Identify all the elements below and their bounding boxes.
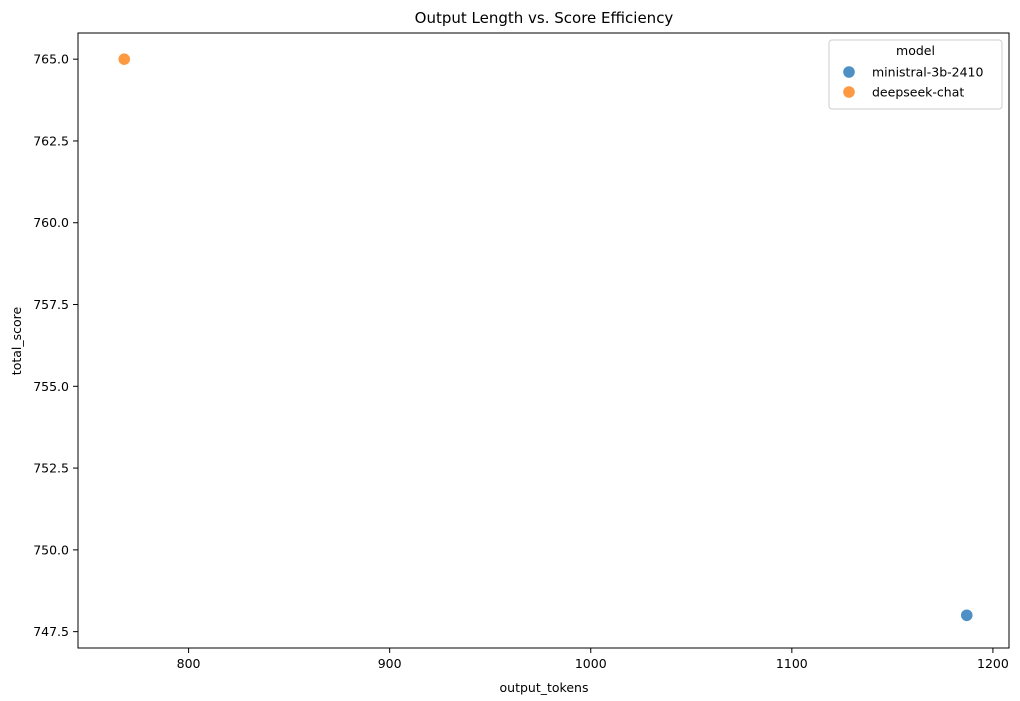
data-point-ministral-3b-2410 <box>960 608 974 622</box>
x-tick-label: 800 <box>177 656 201 671</box>
legend-marker-ministral-3b-2410 <box>842 65 856 79</box>
y-tick-label: 762.5 <box>33 133 69 148</box>
legend: model ministral-3b-2410 deepseek-chat <box>828 39 1003 110</box>
legend-label-deepseek-chat: deepseek-chat <box>872 85 964 100</box>
y-tick-label: 752.5 <box>33 461 69 476</box>
legend-label-ministral-3b-2410: ministral-3b-2410 <box>872 65 983 80</box>
y-tick-label: 750.0 <box>33 542 69 557</box>
plot-frame <box>77 32 1010 649</box>
x-tick-label: 1200 <box>977 656 1009 671</box>
chart-title: Output Length vs. Score Efficiency <box>415 9 674 27</box>
x-tick-label: 900 <box>378 656 402 671</box>
y-tick-label: 760.0 <box>33 215 69 230</box>
plot-area: 800 900 1000 1100 1200 747.5 750.0 752.5 755.0 75… <box>33 32 1010 671</box>
y-tick-label: 755.0 <box>33 379 69 394</box>
legend-box <box>828 39 1003 110</box>
y-tick-label: 757.5 <box>33 297 69 312</box>
legend-title: model <box>896 43 935 58</box>
y-tick-label: 747.5 <box>33 624 69 639</box>
x-tick-label: 1000 <box>575 656 607 671</box>
legend-marker-deepseek-chat <box>842 85 856 99</box>
x-axis-label: output_tokens <box>500 680 589 695</box>
y-tick-label: 765.0 <box>33 52 69 67</box>
data-point-deepseek-chat <box>117 52 131 66</box>
x-tick-label: 1100 <box>776 656 808 671</box>
y-axis-label: total_score <box>9 306 24 375</box>
